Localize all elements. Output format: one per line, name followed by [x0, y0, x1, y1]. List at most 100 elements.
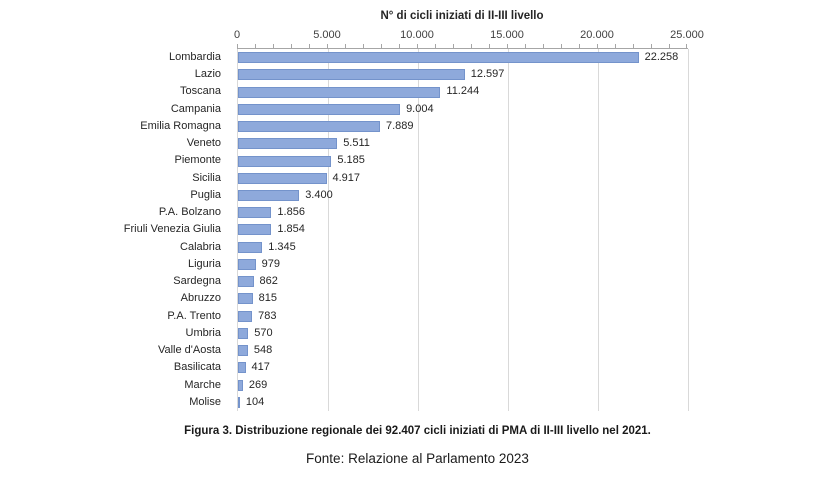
bar-row: 862: [238, 273, 688, 290]
axis-tick-mark: [471, 44, 472, 48]
bar-row: 7.889: [238, 118, 688, 135]
value-label: 12.597: [470, 68, 505, 81]
value-label: 417: [251, 361, 270, 374]
plot-area: 22.258 12.597 11.244 9.004 7.889 5.511 5.185 4.…: [237, 49, 689, 411]
value-label: 570: [254, 326, 273, 339]
x-tick-label: 5.000: [313, 29, 341, 41]
category-label: Calabria: [180, 240, 221, 253]
figure-caption: Figura 3. Distribuzione regionale dei 92…: [184, 425, 651, 437]
axis-tick-mark: [615, 44, 616, 48]
value-label: 3.400: [305, 188, 333, 201]
axis-tick-mark: [543, 44, 544, 48]
bar: [238, 345, 248, 357]
x-tick-label: 15.000: [490, 29, 524, 41]
bar-row: 783: [238, 308, 688, 325]
bar: [238, 52, 639, 64]
x-tick-label: 20.000: [580, 29, 614, 41]
gridline: [507, 49, 509, 411]
value-label: 1.345: [268, 240, 296, 253]
axis-tick-mark: [579, 44, 580, 48]
value-label: 548: [253, 344, 273, 357]
value-label: 1.854: [277, 223, 305, 236]
bar-row: 979: [238, 256, 688, 273]
axis-tick-mark: [525, 44, 526, 48]
bar-row: 570: [238, 325, 688, 342]
bar-row: 11.244: [238, 83, 688, 100]
axis-tick-mark: [453, 44, 454, 48]
value-label: 979: [261, 257, 280, 270]
axis-tick-mark: [507, 44, 508, 48]
bar-row: 5.511: [238, 135, 688, 152]
category-label: Veneto: [186, 137, 221, 150]
value-label: 269: [248, 378, 268, 391]
bar: [238, 241, 263, 253]
value-label: 4.917: [332, 171, 361, 184]
gridline: [597, 49, 599, 411]
axis-tick-mark: [327, 44, 328, 48]
axis-tick-mark: [363, 44, 364, 48]
bar-row: 1.345: [238, 239, 688, 256]
category-label: Sardegna: [173, 275, 221, 288]
value-label: 11.244: [446, 85, 480, 98]
axis-tick-mark: [669, 44, 670, 48]
bar: [238, 396, 240, 408]
category-label: Toscana: [180, 85, 221, 98]
bar: [238, 138, 338, 150]
axis-tick-mark: [399, 44, 400, 48]
bar: [238, 190, 300, 201]
category-label: Liguria: [187, 257, 221, 270]
bar: [238, 121, 380, 133]
category-label: Valle d'Aosta: [157, 344, 221, 357]
value-label: 1.856: [277, 206, 305, 219]
category-label: Basilicata: [173, 361, 221, 374]
bar: [238, 103, 401, 115]
bar: [238, 155, 332, 167]
axis-tick-mark: [273, 44, 274, 48]
axis-tick-mark: [435, 44, 436, 48]
bar-row: 548: [238, 342, 688, 359]
x-axis-line: [237, 44, 688, 49]
axis-tick-mark: [381, 44, 382, 48]
bar: [238, 276, 254, 288]
category-label: Lombardia: [169, 51, 221, 63]
category-label: Abruzzo: [180, 292, 221, 305]
category-label: P.A. Bolzano: [158, 206, 221, 219]
bar: [238, 69, 465, 81]
category-label: Molise: [189, 395, 221, 408]
category-label: Piemonte: [174, 154, 221, 167]
value-label: 104: [245, 395, 265, 408]
category-label: Puglia: [190, 188, 221, 201]
x-tick-label: 25.000: [670, 29, 704, 41]
value-label: 783: [258, 309, 277, 322]
bar-row: 22.258: [238, 49, 688, 66]
category-label: Marche: [184, 378, 221, 391]
axis-tick-mark: [597, 44, 598, 48]
bar: [238, 172, 327, 184]
axis-tick-mark: [255, 44, 256, 48]
bar-row: 269: [238, 377, 688, 394]
axis-tick-mark: [633, 44, 634, 48]
bar-row: 12.597: [238, 66, 688, 83]
value-label: 9.004: [406, 102, 434, 115]
value-label: 5.511: [343, 137, 370, 150]
value-label: 815: [258, 292, 278, 305]
bar: [238, 310, 253, 322]
category-label: Campania: [170, 102, 221, 115]
axis-tick-mark: [345, 44, 346, 48]
axis-tick-mark: [489, 44, 490, 48]
axis-tick-mark: [686, 44, 687, 48]
x-tick-label: 0: [233, 29, 241, 41]
gridline: [327, 49, 329, 411]
bar-row: 3.400: [238, 187, 688, 204]
bar-row: 5.185: [238, 152, 688, 169]
bar: [238, 207, 272, 219]
chart-title: N° di cicli iniziati di II-III livello: [380, 10, 544, 22]
bar-row: 417: [238, 359, 688, 376]
axis-tick-mark: [561, 44, 562, 48]
bar-row: 4.917: [238, 170, 688, 187]
category-label: Friuli Venezia Giulia: [123, 223, 221, 236]
value-label: 7.889: [386, 119, 414, 132]
value-label: 22.258: [644, 51, 679, 63]
axis-tick-mark: [291, 44, 292, 48]
